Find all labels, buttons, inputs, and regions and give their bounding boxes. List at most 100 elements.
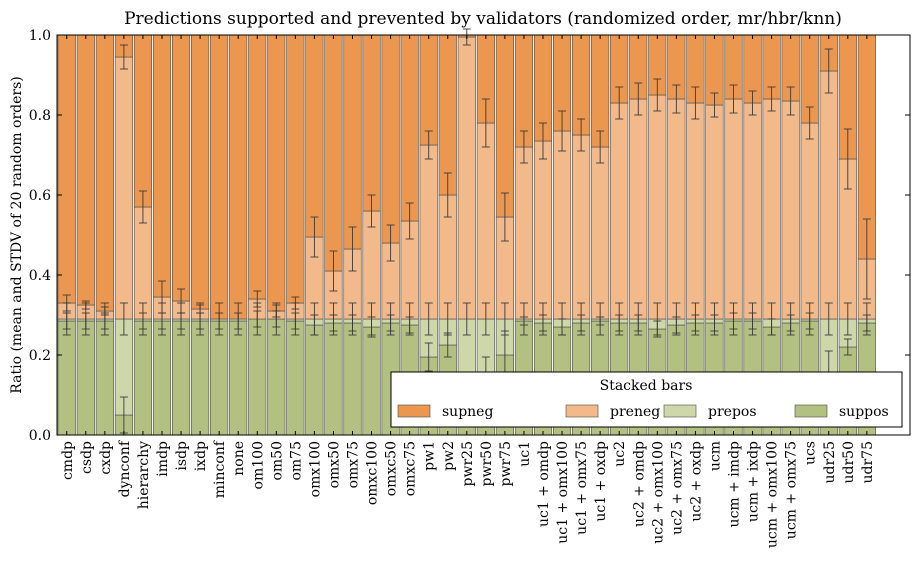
error-bar bbox=[615, 302, 624, 336]
bar-suppos bbox=[210, 320, 229, 436]
x-tick-label: csdp bbox=[79, 441, 95, 474]
error-bar bbox=[634, 302, 643, 336]
x-axis: cmdp csdp cxdp dynconf hierarchy imdp isdp ixdp… bbox=[60, 35, 876, 548]
bar-suppos bbox=[76, 320, 95, 436]
error-bar bbox=[748, 302, 757, 336]
error-bar bbox=[767, 302, 776, 336]
bar-preneg bbox=[686, 102, 705, 320]
x-tick-label: uc1 bbox=[517, 441, 533, 467]
error-bar bbox=[481, 98, 490, 148]
y-tick-label: 0.2 bbox=[29, 348, 51, 364]
x-tick-label: minconf bbox=[212, 439, 228, 498]
x-tick-label: uc1 + omdp bbox=[536, 441, 552, 527]
error-bar bbox=[367, 302, 376, 336]
bar-supneg bbox=[76, 34, 95, 306]
bar-preneg bbox=[476, 122, 495, 320]
error-bar bbox=[672, 84, 681, 114]
error-bar bbox=[519, 302, 528, 336]
bar-preneg bbox=[819, 70, 838, 320]
error-bar bbox=[138, 302, 147, 336]
x-tick-label: uc2 + omx100 bbox=[650, 441, 666, 544]
bar-preneg bbox=[762, 98, 781, 320]
x-tick-label: omxc50 bbox=[384, 441, 400, 496]
error-bar bbox=[291, 296, 300, 310]
y-tick-label: 0.0 bbox=[29, 428, 51, 444]
x-tick-label: om75 bbox=[288, 441, 304, 481]
error-bar bbox=[462, 302, 471, 336]
error-bar bbox=[824, 302, 833, 336]
error-bar bbox=[710, 92, 719, 118]
bar-preneg bbox=[629, 98, 648, 320]
x-tick-label: ucm + omx75 bbox=[784, 441, 800, 539]
error-bar bbox=[843, 128, 852, 190]
error-bar bbox=[119, 302, 128, 336]
error-bar bbox=[100, 306, 109, 316]
x-tick-label: ucs bbox=[803, 441, 819, 465]
error-bar bbox=[767, 86, 776, 112]
error-bar bbox=[386, 302, 395, 336]
error-bar bbox=[691, 302, 700, 336]
bar-supneg bbox=[248, 34, 267, 300]
bar-supneg bbox=[495, 34, 514, 218]
x-tick-label: ixdp bbox=[193, 441, 209, 471]
legend-box bbox=[390, 371, 903, 428]
error-bar bbox=[500, 192, 509, 242]
bar-suppos bbox=[133, 320, 152, 436]
y-tick-label: 0.8 bbox=[29, 108, 51, 124]
bar-supneg bbox=[210, 34, 229, 320]
error-bar bbox=[824, 48, 833, 94]
error-bar bbox=[634, 82, 643, 116]
bar-suppos bbox=[324, 322, 343, 436]
error-bar bbox=[653, 302, 662, 336]
error-bar bbox=[405, 202, 414, 240]
error-bar bbox=[862, 218, 871, 300]
error-bar bbox=[443, 302, 452, 336]
error-bar bbox=[310, 216, 319, 258]
x-tick-label: omx100 bbox=[307, 441, 323, 497]
error-bar bbox=[329, 302, 338, 336]
legend-label-prepos: prepos bbox=[708, 404, 757, 420]
bar-supneg bbox=[381, 34, 400, 244]
plot-frame bbox=[56, 34, 911, 436]
y-tick-label: 1.0 bbox=[29, 28, 51, 44]
bar-suppos bbox=[267, 318, 286, 436]
error-bar bbox=[348, 226, 357, 272]
x-tick-label: uc1 + omx100 bbox=[555, 441, 571, 544]
bar-preneg bbox=[705, 104, 724, 320]
error-bar bbox=[500, 302, 509, 336]
error-bar bbox=[138, 190, 147, 224]
x-tick-label: pwr75 bbox=[498, 441, 514, 486]
chart-title: Predictions supported and prevented by v… bbox=[124, 9, 842, 29]
bar-supneg bbox=[172, 34, 191, 302]
x-tick-label: uc2 + omdp bbox=[631, 441, 647, 527]
y-tick-label: 0.6 bbox=[29, 188, 51, 204]
bar-suppos bbox=[305, 324, 324, 436]
x-tick-label: uc2 bbox=[612, 441, 628, 467]
bar-supneg bbox=[286, 34, 305, 304]
bar-preneg bbox=[114, 56, 133, 320]
y-axis: 0.0 0.2 0.4 0.6 0.8 1.0 bbox=[29, 28, 910, 444]
legend-swatch-supneg bbox=[397, 404, 431, 418]
bar-preneg bbox=[572, 134, 591, 320]
bar-preneg bbox=[514, 146, 534, 320]
bar-preneg bbox=[457, 36, 476, 320]
legend-swatch-preneg bbox=[565, 404, 599, 418]
bar-supneg bbox=[267, 34, 286, 312]
error-bar bbox=[577, 302, 586, 336]
bars-layer bbox=[57, 34, 876, 436]
x-tick-label: omxc100 bbox=[365, 441, 381, 505]
bar-supneg bbox=[419, 34, 438, 146]
bar-suppos bbox=[286, 320, 305, 436]
x-tick-label: pw1 bbox=[422, 441, 438, 471]
bar-supneg bbox=[343, 34, 362, 250]
error-bar bbox=[805, 106, 814, 140]
error-bar bbox=[310, 302, 319, 336]
bar-supneg bbox=[591, 34, 610, 148]
x-tick-label: ucm + omx100 bbox=[765, 441, 781, 548]
bar-supneg bbox=[324, 34, 343, 272]
error-bar bbox=[234, 302, 243, 336]
bar-preneg bbox=[133, 206, 152, 320]
bar-preneg bbox=[610, 102, 629, 320]
bar-suppos bbox=[229, 320, 248, 436]
